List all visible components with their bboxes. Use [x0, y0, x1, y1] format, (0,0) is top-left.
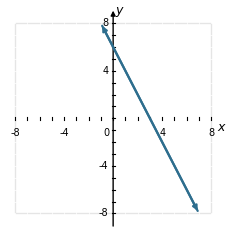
Text: x: x — [216, 121, 224, 134]
Bar — [15, 23, 210, 213]
Text: 8: 8 — [102, 18, 108, 28]
Text: 4: 4 — [158, 128, 165, 139]
Text: -8: -8 — [10, 128, 20, 139]
Text: -8: -8 — [98, 208, 108, 218]
Text: 4: 4 — [102, 66, 108, 76]
Text: 8: 8 — [207, 128, 213, 139]
Text: y: y — [114, 4, 122, 17]
Text: -4: -4 — [59, 128, 69, 139]
Text: -4: -4 — [98, 161, 108, 171]
Text: 0: 0 — [103, 128, 109, 139]
